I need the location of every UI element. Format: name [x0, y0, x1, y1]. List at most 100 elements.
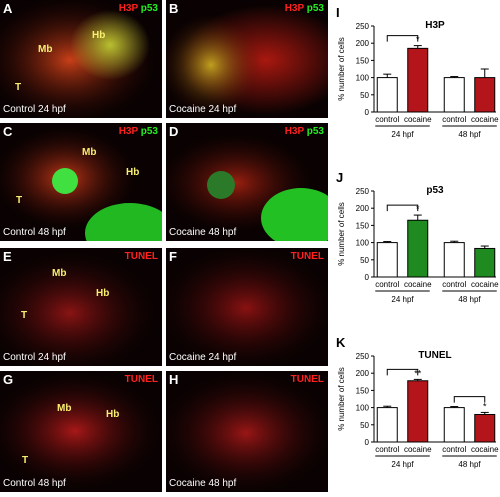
region-label: T — [22, 455, 29, 466]
region-label: T — [16, 195, 23, 206]
x-tick-label: cocaine — [471, 115, 499, 124]
micrograph-h: H TUNEL Cocaine 48 hpf — [166, 371, 328, 492]
chart-title: TUNEL — [418, 350, 451, 361]
significance-bracket — [386, 35, 419, 42]
bar — [376, 407, 398, 443]
y-tick-label: 250 — [356, 352, 370, 361]
y-axis-label: % number of cells — [337, 202, 346, 266]
region-label: Hb — [126, 167, 140, 178]
stain-label: H3P p53 — [284, 126, 324, 137]
x-tick-label: cocaine — [404, 280, 432, 289]
embryo-image — [166, 248, 328, 366]
micrograph-c: C H3P p53 Mb Hb T Control 48 hpf — [0, 123, 162, 241]
embryo-image — [0, 253, 155, 366]
bar — [474, 77, 496, 113]
panel-label: B — [169, 1, 179, 16]
bar — [474, 247, 496, 278]
significance-bracket — [453, 396, 486, 403]
y-tick-label: 50 — [360, 421, 369, 430]
chart-title: H3P — [425, 20, 445, 31]
panel-label: F — [169, 249, 177, 264]
panel-label: E — [3, 249, 12, 264]
region-label: Hb — [96, 288, 110, 299]
chart-i: I H3P % number of cells 0 50 100 150 200 250 cont… — [332, 0, 500, 162]
panel-letter: K — [336, 335, 346, 350]
bar — [376, 77, 398, 113]
y-axis-label: % number of cells — [337, 367, 346, 431]
region-label: Hb — [106, 409, 120, 420]
panel-caption: Cocaine 24 hpf — [169, 352, 237, 363]
bar — [407, 47, 429, 113]
embryo-image — [166, 135, 328, 241]
panel-caption: Control 24 hpf — [3, 352, 66, 363]
region-label: Mb — [52, 268, 67, 279]
bar-chart-h3p: I H3P % number of cells 0 50 100 150 200 250 cont… — [336, 5, 499, 139]
panel-caption: Control 48 hpf — [3, 478, 66, 489]
y-tick-label: 250 — [356, 187, 370, 196]
y-tick-label: 200 — [356, 39, 370, 48]
panel-label: C — [3, 124, 13, 139]
group-label: 48 hpf — [458, 295, 481, 304]
panel-letter: I — [336, 5, 340, 20]
x-tick-label: cocaine — [404, 115, 432, 124]
stain-label: H3P p53 — [118, 126, 158, 137]
bar — [443, 77, 465, 113]
y-tick-label: 250 — [356, 22, 370, 31]
x-tick-label: control — [442, 115, 466, 124]
group-label: 24 hpf — [391, 295, 414, 304]
embryo-image — [0, 128, 162, 241]
chart-k: K TUNEL % number of cells 0 50 100 150 200 250 co… — [332, 330, 500, 492]
x-tick-label: control — [375, 115, 399, 124]
y-tick-label: 100 — [356, 404, 370, 413]
x-tick-label: cocaine — [471, 445, 499, 454]
panel-caption: Control 24 hpf — [3, 104, 66, 115]
y-tick-label: 150 — [356, 56, 370, 65]
micrograph-g: G TUNEL Mb Hb T Control 48 hpf — [0, 371, 162, 492]
embryo-image — [166, 373, 328, 492]
y-tick-label: 200 — [356, 369, 370, 378]
stain-label: TUNEL — [124, 251, 158, 262]
stain-label: TUNEL — [124, 374, 158, 385]
micrograph-e: E TUNEL Mb Hb T Control 24 hpf — [0, 248, 162, 366]
x-tick-label: cocaine — [471, 280, 499, 289]
region-label: Hb — [92, 30, 106, 41]
panel-label: G — [3, 372, 14, 387]
panel-caption: Cocaine 48 hpf — [169, 227, 237, 238]
panel-letter: J — [336, 170, 343, 185]
x-tick-label: cocaine — [404, 445, 432, 454]
chart-title: p53 — [426, 185, 444, 196]
bar — [474, 413, 496, 443]
significance-bracket — [386, 368, 419, 376]
bar-chart-tunel: K TUNEL % number of cells 0 50 100 150 200 250 co… — [336, 335, 499, 469]
y-tick-label: 50 — [360, 256, 369, 265]
y-tick-label: 200 — [356, 204, 370, 213]
significance-marker: * — [483, 401, 487, 411]
x-tick-label: control — [375, 280, 399, 289]
panel-label: H — [169, 372, 179, 387]
region-label: T — [21, 310, 28, 321]
group-label: 48 hpf — [458, 460, 481, 469]
micrograph-f: F TUNEL Cocaine 24 hpf — [166, 248, 328, 366]
micrograph-d: D H3P p53 Cocaine 48 hpf — [166, 123, 328, 241]
panel-caption: Cocaine 48 hpf — [169, 478, 237, 489]
y-tick-label: 100 — [356, 239, 370, 248]
panel-caption: Control 48 hpf — [3, 227, 66, 238]
micrograph-a: A H3P p53 Mb Hb T Control 24 hpf — [0, 0, 162, 118]
y-axis-label: % number of cells — [337, 37, 346, 101]
panel-label: D — [169, 124, 179, 139]
stain-label: TUNEL — [290, 251, 324, 262]
region-label: Mb — [38, 44, 53, 55]
bar — [443, 242, 465, 278]
group-label: 24 hpf — [391, 130, 414, 139]
y-tick-label: 0 — [365, 438, 370, 447]
region-label: Mb — [57, 403, 72, 414]
panel-label: A — [3, 1, 13, 16]
region-label: Mb — [82, 147, 97, 158]
x-tick-label: control — [442, 445, 466, 454]
y-tick-label: 100 — [356, 74, 370, 83]
y-tick-label: 150 — [356, 221, 370, 230]
embryo-image — [0, 0, 155, 118]
embryo-image — [166, 5, 328, 115]
y-tick-label: 150 — [356, 386, 370, 395]
